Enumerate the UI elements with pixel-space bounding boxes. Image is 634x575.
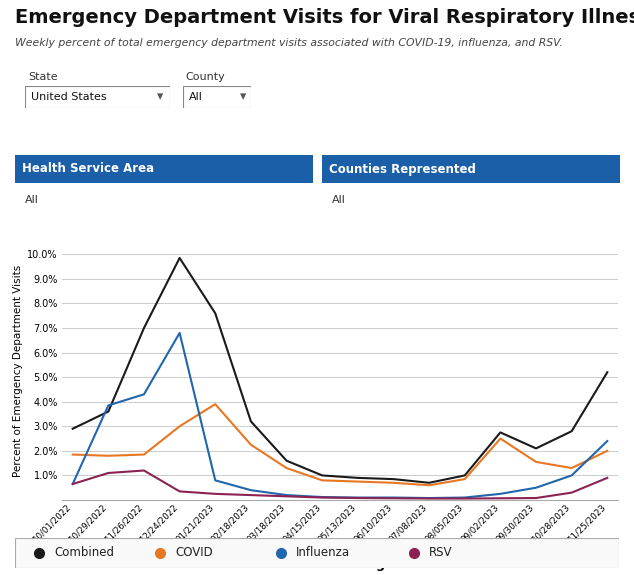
Text: United States: United States xyxy=(31,92,107,102)
Text: Health Service Area: Health Service Area xyxy=(22,163,155,175)
Text: RSV: RSV xyxy=(429,546,452,559)
Text: County: County xyxy=(185,72,224,82)
X-axis label: Week Ending: Week Ending xyxy=(295,558,385,571)
Text: Weekly percent of total emergency department visits associated with COVID-19, in: Weekly percent of total emergency depart… xyxy=(15,38,563,48)
Text: ▾: ▾ xyxy=(157,90,163,104)
Text: ▾: ▾ xyxy=(240,90,246,104)
Text: Influenza: Influenza xyxy=(296,546,350,559)
Text: Counties Represented: Counties Represented xyxy=(330,163,476,175)
Y-axis label: Percent of Emergency Department Visits: Percent of Emergency Department Visits xyxy=(13,265,23,477)
Text: All: All xyxy=(332,195,346,205)
Text: All: All xyxy=(25,195,39,205)
Text: State: State xyxy=(28,72,58,82)
Text: Emergency Department Visits for Viral Respiratory Illness: Emergency Department Visits for Viral Re… xyxy=(15,8,634,27)
Text: All: All xyxy=(188,92,202,102)
Text: Combined: Combined xyxy=(55,546,114,559)
Text: COVID: COVID xyxy=(175,546,213,559)
